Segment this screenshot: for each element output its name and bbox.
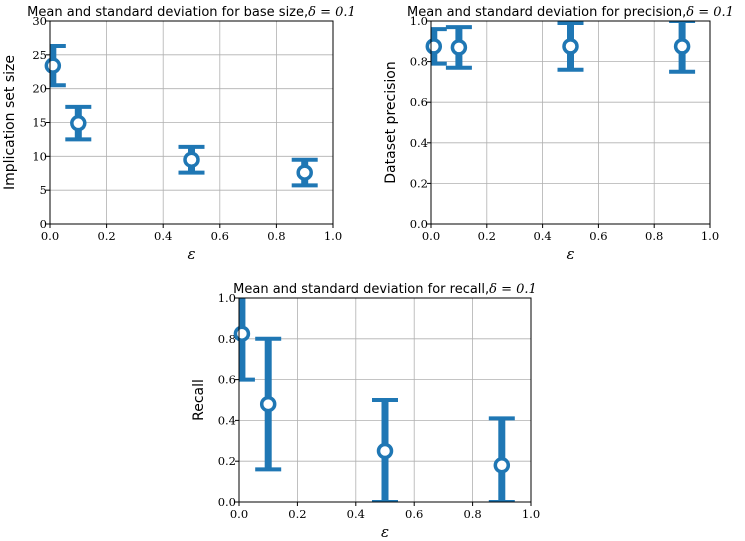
mean-point (493, 457, 511, 474)
mean-point (233, 325, 251, 342)
y-tick-label: 0.0 (218, 495, 236, 509)
x-axis-label: ε (381, 523, 389, 541)
x-tick-label: 1.0 (522, 507, 540, 521)
mean-point (673, 38, 691, 55)
y-axis-label: Dataset precision (383, 61, 399, 183)
mean-point (450, 39, 468, 56)
chart-panel-3: 0.0 0.2 0.4 0.6 0.8 1.00.00.20.40.60.81.0Mean… (191, 282, 540, 541)
x-tick-label: 0.8 (463, 507, 481, 521)
x-tick-label: 0.2 (288, 507, 306, 521)
mean-point (183, 151, 200, 168)
x-tick-label: 0.2 (97, 229, 115, 243)
chart-title-math: δ = 0.1 (489, 282, 537, 297)
x-tick-label: 0.8 (267, 229, 285, 243)
y-tick-label: 0.2 (410, 176, 428, 190)
y-axis-label: Implication set size (2, 55, 18, 190)
x-tick-label: 0.0 (41, 229, 59, 243)
data-layer (239, 298, 515, 502)
y-tick-label: 0.8 (218, 332, 236, 346)
mean-point (562, 38, 579, 55)
mean-point (296, 164, 313, 181)
y-tick-label: 0.4 (218, 413, 236, 427)
y-tick-label: 20 (32, 82, 47, 96)
mean-point (425, 38, 443, 55)
y-tick-label: 0.6 (218, 373, 236, 387)
x-axis-label: ε (187, 245, 195, 263)
chart-title-text: Mean and standard deviation for recall, (233, 282, 489, 297)
x-tick-label: 0.0 (422, 229, 440, 243)
chart-panel-2: 0.0 0.2 0.4 0.6 0.8 1.00.00.20.40.60.81.0Mean… (383, 5, 734, 263)
y-tick-label: 5 (40, 183, 47, 197)
chart-title: Mean and standard deviation for base siz… (27, 5, 356, 20)
y-tick-label: 0.0 (410, 217, 428, 231)
x-tick-label: 0.2 (478, 229, 496, 243)
mean-point (376, 442, 394, 460)
x-tick-label: 1.0 (701, 229, 719, 243)
axes-frame (49, 20, 334, 225)
y-tick-label: 0.4 (410, 136, 428, 150)
x-tick-label: 0.4 (533, 229, 551, 243)
x-tick-label: 0.0 (230, 507, 248, 521)
chart-title-math: δ = 0.1 (686, 5, 734, 20)
y-tick-label: 0 (40, 217, 47, 231)
x-tick-label: 0.6 (405, 507, 423, 521)
x-tick-label: 0.6 (211, 229, 229, 243)
x-tick-label: 0.6 (589, 229, 607, 243)
y-tick-label: 1.0 (410, 14, 428, 28)
axes-frame (238, 297, 532, 503)
chart-title-text: Mean and standard deviation for precisio… (407, 5, 686, 20)
x-tick-label: 0.4 (347, 507, 365, 521)
x-tick-label: 0.4 (154, 229, 172, 243)
y-tick-label: 30 (32, 14, 47, 28)
y-tick-label: 0.8 (410, 55, 428, 69)
chart-title-math: δ = 0.1 (308, 5, 356, 20)
chart-title: Mean and standard deviation for precisio… (407, 5, 734, 20)
chart-title-text: Mean and standard deviation for base siz… (27, 5, 308, 20)
y-tick-label: 15 (32, 116, 47, 130)
mean-point (70, 114, 87, 132)
y-tick-label: 0.2 (218, 454, 236, 468)
mean-point (259, 395, 277, 413)
x-axis-label: ε (566, 245, 574, 263)
y-tick-label: 1.0 (218, 291, 236, 305)
x-tick-label: 0.8 (645, 229, 663, 243)
axes-frame (430, 20, 711, 225)
mean-point (44, 57, 62, 74)
y-tick-label: 25 (32, 48, 47, 62)
y-tick-label: 0.6 (410, 95, 428, 109)
x-tick-label: 1.0 (324, 229, 342, 243)
y-axis-label: Recall (191, 379, 207, 421)
y-tick-label: 10 (32, 149, 47, 163)
chart-title: Mean and standard deviation for recall,δ… (233, 282, 537, 297)
